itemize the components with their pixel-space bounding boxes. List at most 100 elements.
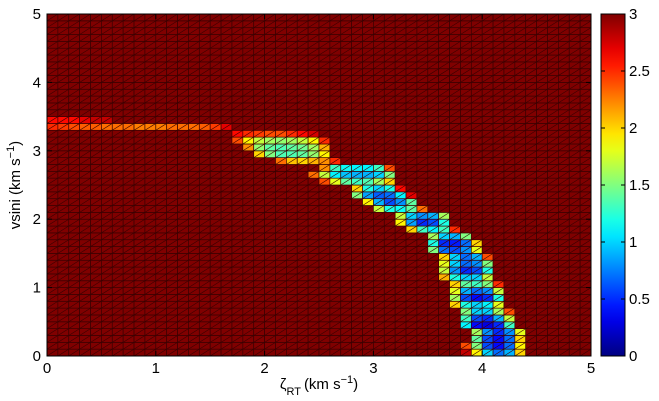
heatmap-cell xyxy=(220,300,233,309)
heatmap-cell xyxy=(242,164,255,172)
heatmap-cell xyxy=(275,328,287,336)
heatmap-cell xyxy=(427,280,440,288)
heatmap-cell xyxy=(383,314,396,323)
heatmap-cell-diagonal xyxy=(514,198,526,206)
heatmap-cell xyxy=(492,198,505,206)
heatmap-cell xyxy=(242,157,255,165)
heatmap-cell xyxy=(547,307,559,316)
heatmap-cell xyxy=(144,225,157,234)
heatmap-cell-diagonal xyxy=(199,253,211,261)
heatmap-cell-diagonal xyxy=(231,280,243,288)
heatmap-cell-diagonal xyxy=(569,212,581,220)
heatmap-cell-diagonal xyxy=(220,205,233,213)
heatmap-cell xyxy=(427,307,440,316)
heatmap-cell xyxy=(558,246,570,254)
heatmap-cell xyxy=(525,212,537,220)
heatmap-cell-diagonal xyxy=(384,225,396,234)
heatmap-cell-diagonal xyxy=(79,259,91,268)
heatmap-cell xyxy=(122,191,135,200)
heatmap-cell xyxy=(242,170,255,179)
heatmap-cell-diagonal xyxy=(133,246,146,254)
heatmap-cell xyxy=(231,164,244,172)
heatmap-cell xyxy=(568,246,581,254)
heatmap-cell xyxy=(460,266,472,275)
heatmap-cell xyxy=(57,341,70,350)
heatmap-cell xyxy=(568,184,581,193)
heatmap-cell xyxy=(329,246,342,254)
heatmap-cell xyxy=(481,198,494,206)
heatmap-cell xyxy=(231,246,244,254)
heatmap-cell xyxy=(547,232,559,241)
heatmap-cell xyxy=(416,307,429,316)
heatmap-cell-diagonal xyxy=(253,335,265,343)
heatmap-cell-diagonal xyxy=(166,273,178,282)
heatmap-cell-diagonal xyxy=(112,348,124,356)
heatmap-cell-diagonal xyxy=(47,273,59,282)
heatmap-cell-diagonal xyxy=(166,294,178,302)
heatmap-cell xyxy=(383,287,396,295)
heatmap-cell xyxy=(242,198,255,206)
heatmap-cell xyxy=(101,198,113,206)
heatmap-cell xyxy=(275,307,287,316)
heatmap-cell-diagonal xyxy=(220,184,233,193)
heatmap-cell xyxy=(296,266,309,275)
heatmap-cell-diagonal xyxy=(188,191,200,199)
heatmap-cell-diagonal xyxy=(101,212,113,220)
heatmap-cell-diagonal xyxy=(395,232,407,240)
heatmap-cell-diagonal xyxy=(579,314,591,323)
heatmap-cell-diagonal xyxy=(427,273,439,282)
heatmap-cell-diagonal xyxy=(416,246,428,254)
heatmap-cell xyxy=(568,287,581,295)
heatmap-cell xyxy=(318,198,331,206)
heatmap-cell xyxy=(188,273,200,282)
heatmap-cell xyxy=(231,307,244,316)
heatmap-cell-diagonal xyxy=(297,184,309,193)
heatmap-cell xyxy=(122,123,135,131)
heatmap-cell xyxy=(340,191,352,200)
heatmap-cell-diagonal xyxy=(166,239,178,247)
heatmap-cell xyxy=(79,307,91,316)
heatmap-cell-diagonal xyxy=(449,225,461,234)
heatmap-cell xyxy=(177,348,189,356)
heatmap-cell xyxy=(209,218,222,227)
heatmap-cell-diagonal xyxy=(482,335,494,343)
heatmap-cell xyxy=(373,273,385,282)
heatmap-cell xyxy=(47,225,59,234)
heatmap-cell xyxy=(514,177,527,186)
heatmap-cell-diagonal xyxy=(492,273,505,282)
heatmap-cell-diagonal xyxy=(275,225,287,234)
heatmap-cell xyxy=(177,170,189,179)
heatmap-cell xyxy=(427,287,440,295)
heatmap-cell-diagonal xyxy=(492,184,505,193)
heatmap-cell xyxy=(111,232,124,241)
heatmap-cell-diagonal xyxy=(384,307,396,316)
heatmap-cell-diagonal xyxy=(492,177,505,186)
heatmap-cell xyxy=(514,273,527,282)
heatmap-cell xyxy=(111,280,124,288)
heatmap-cell xyxy=(416,191,429,200)
heatmap-cell-diagonal xyxy=(199,212,211,220)
heatmap-cell xyxy=(351,307,363,316)
heatmap-cell xyxy=(318,218,331,227)
heatmap-cell-diagonal xyxy=(68,171,80,179)
heatmap-cell xyxy=(536,170,548,179)
heatmap-cell xyxy=(558,150,570,158)
heatmap-cell-diagonal xyxy=(199,314,211,323)
heatmap-cell xyxy=(296,177,309,186)
heatmap-cell xyxy=(481,287,494,295)
heatmap-cell-diagonal xyxy=(405,212,418,220)
heatmap-cell-diagonal xyxy=(297,342,309,350)
heatmap-cell-diagonal xyxy=(242,335,254,343)
heatmap-cell xyxy=(514,300,527,309)
heatmap-cell-diagonal xyxy=(264,314,276,323)
heatmap-cell-diagonal xyxy=(558,259,570,268)
heatmap-cell-diagonal xyxy=(362,335,374,343)
heatmap-cell xyxy=(318,266,331,275)
heatmap-cell-diagonal xyxy=(47,232,59,240)
heatmap-cell xyxy=(177,157,189,165)
heatmap-cell xyxy=(514,164,527,172)
heatmap-cell-diagonal xyxy=(123,218,135,227)
heatmap-cell xyxy=(68,225,80,234)
heatmap-cell xyxy=(536,287,548,295)
heatmap-cell xyxy=(79,170,91,179)
